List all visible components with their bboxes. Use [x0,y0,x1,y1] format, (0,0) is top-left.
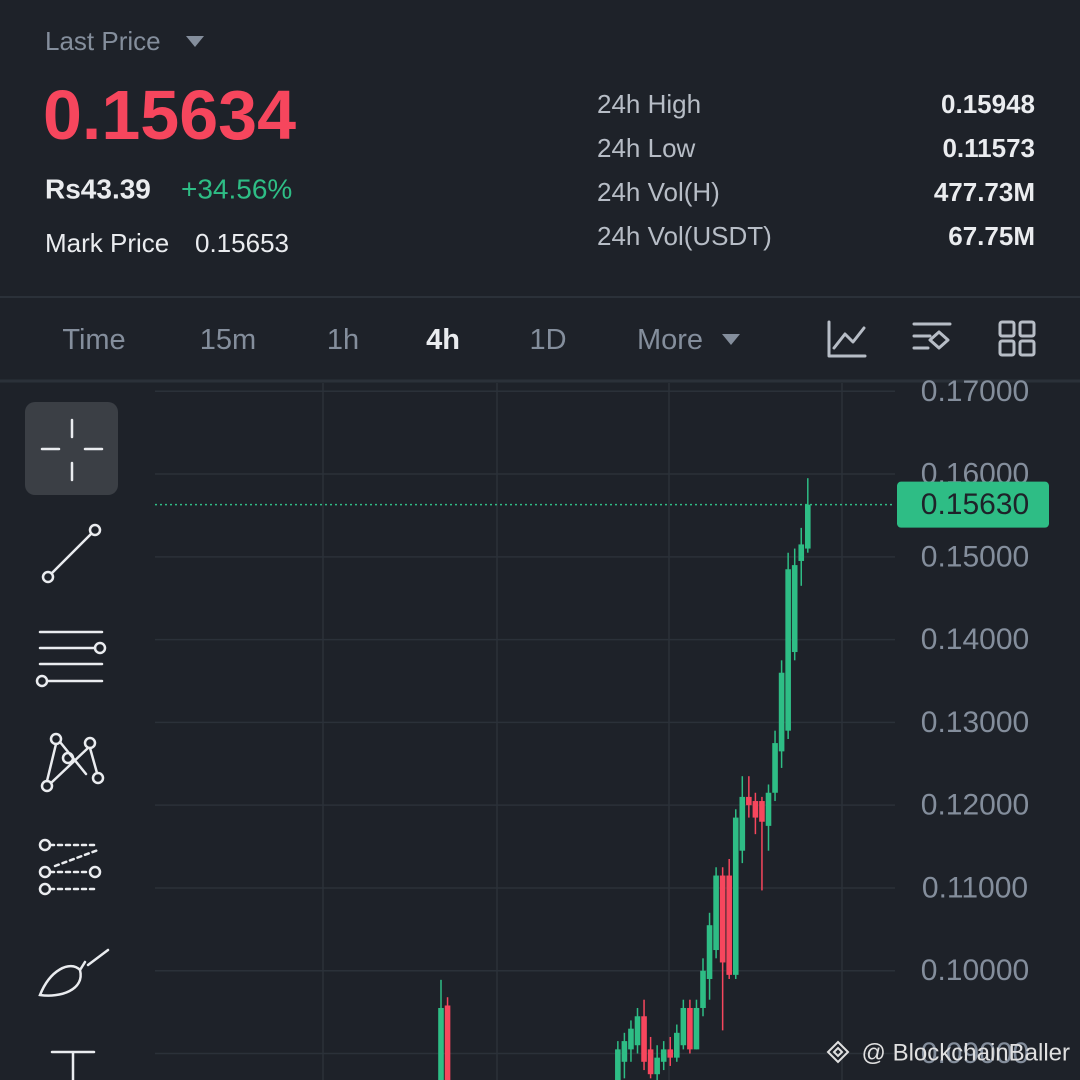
candle-body [444,1005,451,1080]
candle-body [700,970,706,1008]
candle-body [621,1041,628,1062]
fiat-price: Rs43.39 [45,174,151,205]
watermark-logo [826,1040,850,1064]
mark-price-label: Mark Price [45,228,169,258]
vertical-grid [322,383,843,1080]
more-arrow[interactable] [722,334,740,345]
stat-value: 0.11573 [942,133,1035,163]
timeframe-tab[interactable]: 4h [426,324,460,356]
trendline-tool[interactable] [41,523,102,584]
candle-body [438,1007,444,1080]
y-tick-label: 0.14000 [921,623,1029,656]
candle-body [713,875,719,951]
indicator-icon[interactable] [912,322,952,350]
last-price: 0.15634 [43,76,296,154]
candle-body [647,1049,654,1075]
crosshair-tool[interactable] [40,418,104,482]
stat-label: 24h High [597,89,701,119]
stat-value: 67.75M [948,221,1035,251]
dropdown-arrow[interactable] [186,36,204,47]
stat-value: 477.73M [934,177,1035,207]
last-price-tag: 0.15630 [921,488,1029,521]
brush-tool[interactable] [38,948,110,997]
chart-type-icon[interactable] [827,320,867,358]
candle-body [628,1028,634,1050]
pattern-tool[interactable] [40,732,105,793]
y-tick-label: 0.17000 [921,375,1029,408]
candle-body [615,1049,621,1080]
fibonacci-tool[interactable] [38,838,102,896]
watermark: @ BlockchainBaller [862,1040,1070,1067]
candle-body [674,1032,680,1058]
y-tick-label: 0.09000 [921,1037,1029,1070]
candle-body [772,743,778,793]
y-tick-label: 0.12000 [921,789,1029,822]
mark-price: 0.15653 [195,228,289,258]
text-tool[interactable] [50,1050,96,1080]
timeframe-tab[interactable]: 1D [529,324,566,356]
candle-body [667,1049,674,1058]
candle-body [805,504,811,549]
horizontal-line-tool[interactable] [35,630,107,688]
candle-body [706,925,713,980]
candle-body [693,1007,700,1050]
layout-icon[interactable] [998,320,1036,357]
stat-value: 0.15948 [941,89,1035,119]
candle-body [660,1049,667,1062]
candle-body [746,796,752,806]
candle-body [641,1016,647,1062]
candle-body [778,672,785,752]
candle-body [719,875,726,963]
candle-body [739,796,746,851]
candle-body [785,569,791,731]
timeframe-tab[interactable]: 1h [327,324,359,356]
candle-body [726,875,732,975]
crosshair-tool-bg[interactable] [25,402,118,495]
candle-body [732,817,739,975]
stat-label: 24h Vol(USDT) [597,221,772,251]
timeframe-tab[interactable]: 15m [200,324,256,356]
stat-label: 24h Low [597,133,696,163]
candle-body [654,1057,660,1075]
y-tick-label: 0.11000 [922,871,1028,904]
y-tick-label: 0.13000 [921,706,1029,739]
last-price-label[interactable]: Last Price [45,26,161,56]
candle-body [759,801,765,822]
y-tick-label: 0.15000 [921,540,1029,573]
candle-body [798,544,805,561]
candle-body [680,1007,687,1046]
candle-body [752,801,759,818]
candle-body [634,1016,641,1046]
candle-body [791,565,798,653]
stat-label: 24h Vol(H) [597,177,720,207]
timeframe-tab[interactable]: More [637,324,703,356]
last-price-tag-bg [897,481,1049,528]
timeframe-tab[interactable]: Time [62,324,125,356]
candle-body [687,1007,693,1050]
price-change: +34.56% [181,174,292,205]
y-tick-label: 0.10000 [921,954,1029,987]
candle-body [765,792,772,826]
